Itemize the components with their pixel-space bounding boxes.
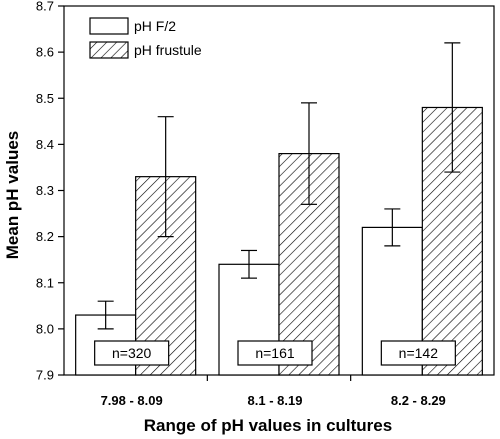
- legend-label: pH frustule: [134, 42, 202, 58]
- sample-size-box: [380, 340, 456, 366]
- y-tick-label: 8.4: [36, 137, 54, 152]
- y-tick-label: 8.2: [36, 229, 54, 244]
- sample-size-box: [237, 340, 313, 366]
- sample-size-box: [94, 340, 170, 366]
- y-tick-label: 8.7: [36, 0, 54, 14]
- y-tick-label: 8.3: [36, 183, 54, 198]
- sample-size-label: n=320: [112, 345, 152, 361]
- x-tick-label: 8.1 - 8.19: [248, 393, 303, 408]
- x-tick-label: 7.98 - 8.09: [101, 393, 163, 408]
- y-tick-label: 7.9: [36, 368, 54, 383]
- sample-size-label: n=142: [399, 345, 439, 361]
- legend-swatch: [89, 41, 129, 59]
- y-axis-title: Mean pH values: [3, 131, 22, 260]
- y-tick-label: 8.5: [36, 91, 54, 106]
- x-axis-title: Range of pH values in cultures: [144, 416, 392, 435]
- legend-label: pH F/2: [134, 18, 176, 34]
- legend-swatch: [89, 17, 129, 35]
- y-tick-label: 8.0: [36, 321, 54, 336]
- x-tick-label: 8.2 - 8.29: [391, 393, 446, 408]
- y-tick-label: 8.6: [36, 45, 54, 60]
- sample-size-label: n=161: [255, 345, 295, 361]
- y-tick-label: 8.1: [36, 275, 54, 290]
